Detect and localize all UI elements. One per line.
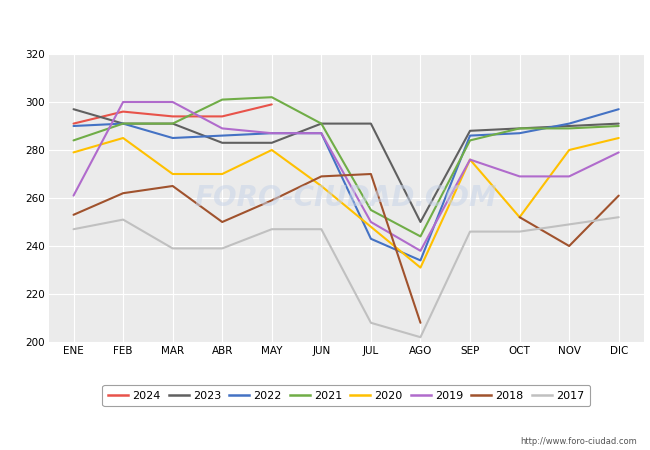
Legend: 2024, 2023, 2022, 2021, 2020, 2019, 2018, 2017: 2024, 2023, 2022, 2021, 2020, 2019, 2018…: [103, 385, 590, 406]
Text: Afiliados en Ledrada a 31/5/2024: Afiliados en Ledrada a 31/5/2024: [188, 12, 462, 31]
Text: FORO-CIUDAD.COM: FORO-CIUDAD.COM: [195, 184, 497, 212]
Text: http://www.foro-ciudad.com: http://www.foro-ciudad.com: [520, 436, 637, 446]
